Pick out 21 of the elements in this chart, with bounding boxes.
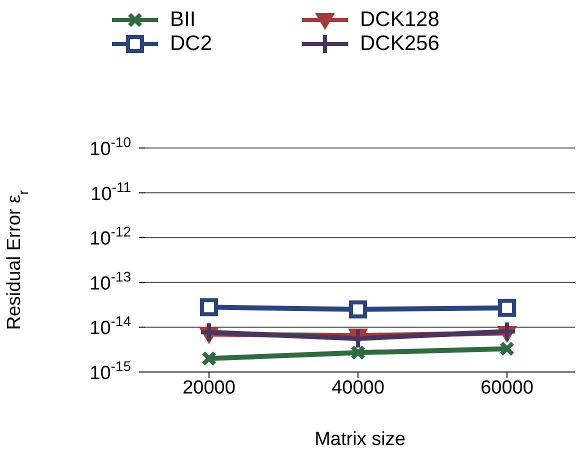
y-tick-label: 10$^{-13}$ xyxy=(90,268,132,294)
legend-label: DC2 xyxy=(170,32,212,56)
y-tick-label: 10$^{-14}$ xyxy=(90,313,132,340)
point xyxy=(349,300,367,318)
y-tick-label: 10$^{-15}$ xyxy=(90,358,132,384)
y-tick-label: 10$^{-12}$ xyxy=(90,224,132,250)
legend-label: DCK256 xyxy=(360,32,440,56)
point xyxy=(351,346,365,360)
x-tick-label: 60000 xyxy=(480,377,534,398)
x-tick-label: 20000 xyxy=(182,377,236,398)
x-axis-title: Matrix size xyxy=(314,429,406,450)
point xyxy=(199,321,219,344)
point xyxy=(498,298,516,317)
legend-label: DCK128 xyxy=(360,8,440,32)
y-tick-label: 10$^{-11}$ xyxy=(90,178,132,205)
x-tick-label: 40000 xyxy=(332,377,384,398)
point xyxy=(202,352,216,366)
y-tick-label: 10$^{-10}$ xyxy=(90,134,132,160)
point xyxy=(200,298,218,316)
legend-label: BII xyxy=(170,8,196,32)
point xyxy=(500,342,514,356)
